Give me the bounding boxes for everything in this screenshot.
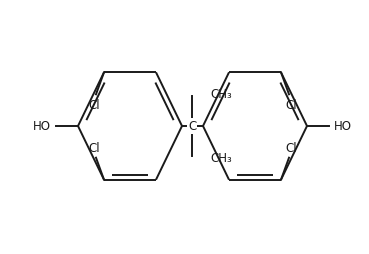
Text: HO: HO [334, 120, 352, 133]
Text: Cl: Cl [285, 98, 297, 111]
Text: HO: HO [33, 120, 51, 133]
Text: Cl: Cl [88, 98, 100, 111]
Text: CH₃: CH₃ [210, 88, 232, 101]
Text: CH₃: CH₃ [210, 152, 232, 165]
Text: Cl: Cl [88, 142, 100, 155]
Text: C: C [188, 120, 196, 133]
Text: Cl: Cl [285, 142, 297, 155]
